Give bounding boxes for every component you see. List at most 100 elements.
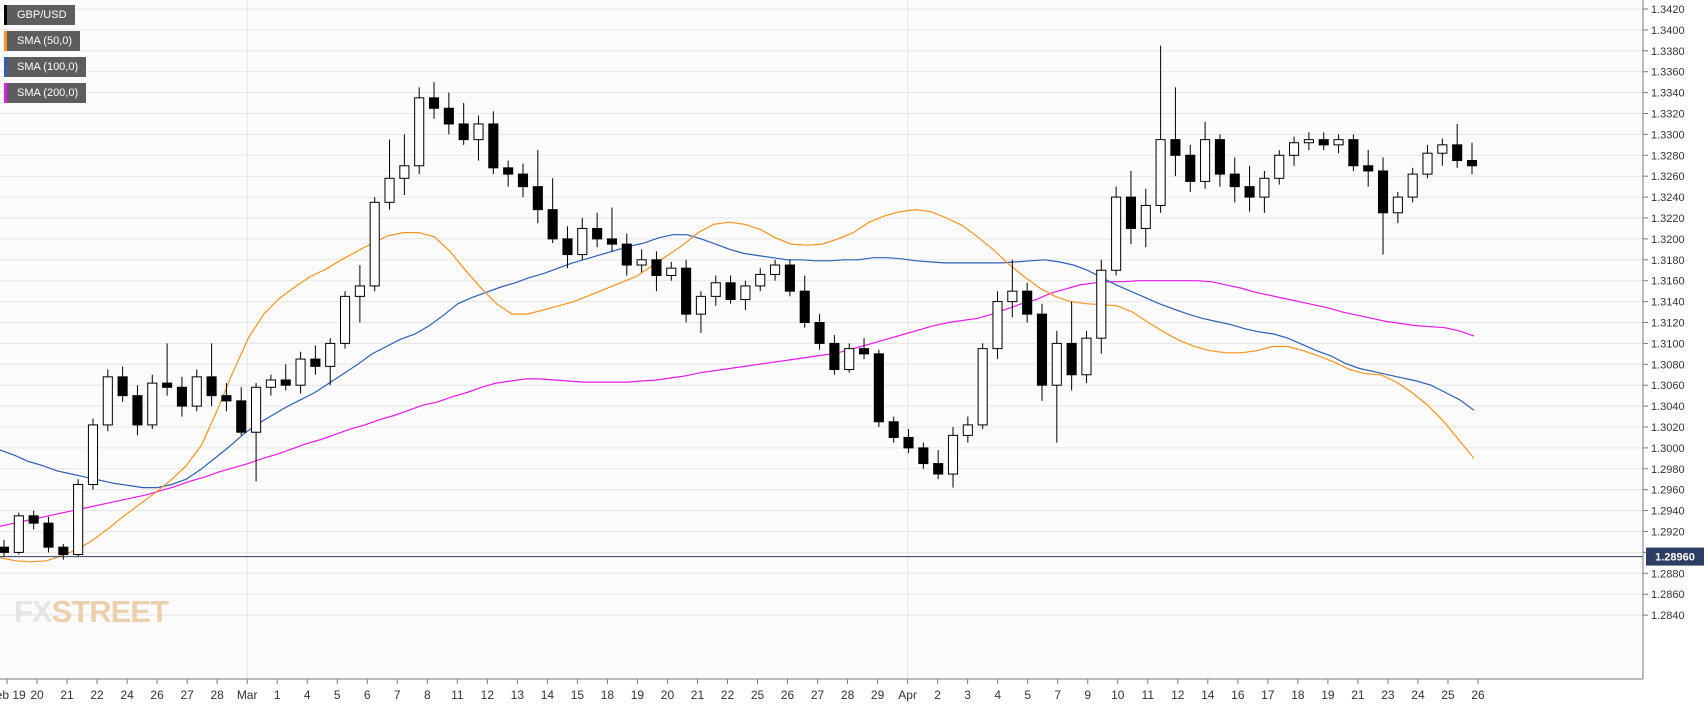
candle-down: [428, 97, 440, 109]
x-tick-label: 4: [304, 688, 311, 702]
candle-down: [443, 107, 454, 125]
candle-down: [814, 322, 825, 344]
candle-down: [873, 353, 884, 423]
candle-down: [1066, 342, 1077, 376]
candle-up: [740, 285, 751, 301]
candle-up: [1155, 139, 1166, 206]
candle-down: [725, 282, 736, 301]
candle-down: [176, 386, 187, 407]
legend-sma-200[interactable]: SMA (200,0): [4, 83, 87, 103]
sma-200-line: [0, 280, 1475, 527]
candle-up: [1111, 196, 1122, 271]
y-tick-label: 1.3340: [1651, 88, 1685, 100]
candle-down: [606, 238, 618, 245]
price-label: 1.28960: [1646, 547, 1704, 566]
x-tick-label: 2: [934, 688, 941, 702]
candle-up: [977, 348, 988, 426]
sma-line-path: [0, 208, 1475, 563]
candles: [0, 45, 1478, 560]
x-tick-label: 8: [424, 688, 431, 702]
x-tick-label: 22: [90, 688, 104, 702]
x-tick-label: 29: [871, 688, 885, 702]
legend-gbpusd[interactable]: GBP/USD: [4, 5, 75, 25]
candle-down: [117, 376, 128, 397]
sma-50-line: [0, 208, 1475, 563]
candle-up: [265, 379, 276, 388]
candle-down: [458, 123, 469, 141]
candle-down: [1348, 139, 1359, 167]
x-tick-label: 25: [1441, 688, 1455, 702]
price-label-box: [1646, 547, 1704, 566]
candle-down: [532, 186, 543, 211]
candle-down: [28, 515, 39, 524]
x-tick-label: 18: [601, 688, 615, 702]
candle-down: [1229, 173, 1240, 188]
legend-sma-200-swatch: [4, 83, 7, 103]
x-tick-label: 6: [364, 688, 371, 702]
x-tick-label: 19: [1321, 688, 1335, 702]
y-tick-label: 1.3100: [1651, 338, 1685, 350]
candle-down: [1244, 186, 1255, 198]
candle-up: [1437, 144, 1448, 154]
candle-up: [992, 301, 1003, 350]
y-tick-label: 1.3360: [1651, 67, 1685, 79]
y-axis: 1.28401.28601.28801.29001.29201.29401.29…: [1642, 0, 1685, 679]
y-tick-label: 1.3200: [1651, 234, 1685, 246]
candle-up: [399, 165, 410, 179]
candle-up: [577, 227, 588, 256]
x-tick-label: 28: [210, 688, 224, 702]
candle-up: [1289, 142, 1300, 156]
y-tick-label: 1.3160: [1651, 276, 1685, 288]
candle-down: [488, 123, 499, 169]
candle-up: [1200, 139, 1211, 182]
price-label-text: 1.28960: [1655, 552, 1695, 564]
x-axis: Feb 1920212224262728Mar14567811121314151…: [0, 678, 1643, 702]
fxstreet-logo: FXSTREET: [14, 594, 169, 629]
y-tick-label: 1.2960: [1651, 485, 1685, 497]
x-tick-label: 20: [30, 688, 44, 702]
y-tick-label: 1.2880: [1651, 568, 1685, 580]
candle-down: [1466, 160, 1478, 167]
y-tick-label: 1.3060: [1651, 380, 1685, 392]
x-tick-label: 25: [751, 688, 765, 702]
candle-down: [799, 290, 810, 323]
candle-down: [503, 167, 514, 175]
candle-down: [1185, 154, 1196, 182]
x-tick-label: 18: [1291, 688, 1305, 702]
candle-up: [251, 386, 262, 433]
legend-sma-100[interactable]: SMA (100,0): [4, 57, 87, 77]
y-tick-label: 1.3080: [1651, 359, 1685, 371]
x-tick-label: 28: [841, 688, 855, 702]
candle-down: [310, 358, 321, 367]
candle-up: [1407, 173, 1418, 198]
x-tick-label: 5: [1024, 688, 1031, 702]
legend-sma-50-label: SMA (50,0): [17, 35, 73, 47]
candle-down: [280, 379, 291, 386]
candle-up: [339, 295, 351, 344]
x-tick-label: 14: [541, 688, 555, 702]
y-tick-label: 1.3020: [1651, 422, 1685, 434]
candle-up: [73, 483, 84, 555]
y-tick-label: 1.3000: [1651, 443, 1685, 455]
candle-down: [0, 546, 10, 553]
x-tick-label: 11: [1142, 688, 1155, 702]
candle-down: [651, 259, 662, 276]
candle-down: [221, 395, 232, 402]
candle-down: [888, 421, 899, 438]
candle-up: [1274, 154, 1285, 179]
y-tick-label: 1.3140: [1651, 297, 1685, 309]
candle-down: [1125, 196, 1137, 229]
x-tick-label: 5: [334, 688, 341, 702]
y-tick-label: 1.3380: [1651, 46, 1685, 58]
x-tick-label: Apr: [898, 688, 917, 702]
legend-sma-200-label: SMA (200,0): [17, 87, 79, 99]
x-tick-label: 26: [150, 688, 164, 702]
legend-sma-50[interactable]: SMA (50,0): [4, 31, 81, 51]
candle-up: [191, 376, 202, 407]
candle-down: [547, 209, 558, 240]
candle-down: [1318, 139, 1329, 146]
candle-up: [1392, 196, 1403, 214]
y-tick-label: 1.3300: [1651, 129, 1685, 141]
x-tick-label: 11: [451, 688, 464, 702]
